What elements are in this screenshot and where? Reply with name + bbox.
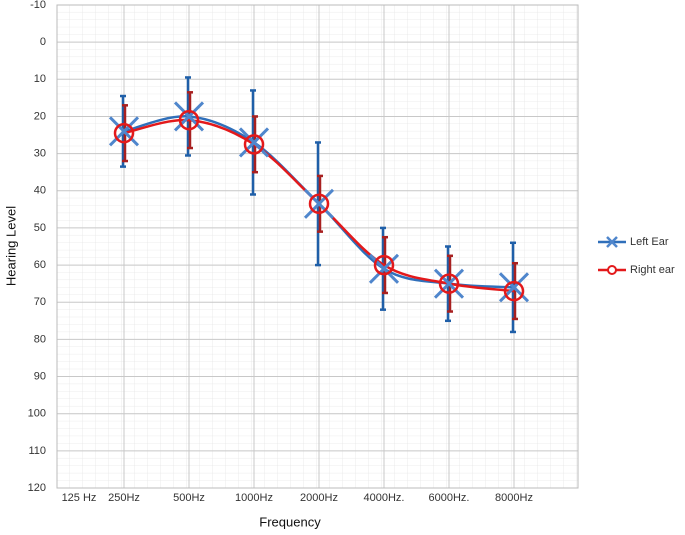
marker-circle — [308, 193, 330, 215]
y-tick-label: 10 — [34, 73, 46, 85]
marker-circle — [438, 273, 460, 294]
y-tick-label: 120 — [28, 482, 46, 494]
marker-x-stroke — [433, 268, 465, 299]
marker-x — [303, 188, 335, 219]
marker-x — [433, 268, 465, 299]
legend-label: Left Ear — [630, 236, 669, 248]
marker-x-stroke — [173, 101, 205, 132]
marker-x-stroke — [108, 116, 140, 147]
marker-x — [238, 127, 270, 158]
x-tick-label: 125 Hz — [62, 492, 97, 504]
legend-marker — [607, 265, 617, 275]
x-tick-label: 8000Hz — [495, 492, 533, 504]
marker-x — [498, 272, 530, 303]
plot-border — [56, 4, 579, 489]
y-tick-label: 0 — [40, 36, 46, 48]
marker-x — [368, 253, 400, 284]
y-tick-label: 20 — [34, 110, 46, 122]
marker-circle — [243, 134, 265, 155]
legend-marker — [606, 236, 618, 248]
marker-x-stroke — [238, 127, 270, 158]
marker-x — [108, 116, 140, 147]
x-axis-title: Frequency — [259, 514, 321, 529]
x-tick-label: 6000Hz. — [429, 492, 470, 504]
y-tick-label: 90 — [34, 370, 46, 382]
marker-circle — [178, 109, 200, 131]
x-tick-label: 1000Hz — [235, 492, 273, 504]
x-tick-label: 4000Hz. — [364, 492, 405, 504]
legend-label: Right ear — [630, 264, 675, 276]
y-tick-label: 80 — [34, 333, 46, 345]
y-tick-label: 40 — [34, 185, 46, 197]
y-axis-title: Hearing Level — [3, 206, 18, 286]
x-tick-label: 250Hz — [108, 492, 140, 504]
marker-circle — [113, 122, 135, 144]
marker-x-stroke — [498, 272, 530, 303]
marker-circle — [373, 254, 395, 276]
x-tick-label: 2000Hz — [300, 492, 338, 504]
marker-x — [173, 101, 205, 132]
y-tick-label: -10 — [30, 0, 46, 11]
y-tick-label: 50 — [34, 222, 46, 234]
marker-x-stroke — [303, 188, 335, 219]
y-tick-label: 70 — [34, 296, 46, 308]
x-tick-label: 500Hz — [173, 492, 205, 504]
marker-x-stroke — [368, 253, 400, 284]
y-tick-label: 100 — [28, 408, 46, 420]
y-tick-label: 110 — [28, 445, 46, 457]
y-tick-label: 30 — [34, 148, 46, 160]
marker-circle — [503, 280, 525, 302]
y-tick-label: 60 — [34, 259, 46, 271]
